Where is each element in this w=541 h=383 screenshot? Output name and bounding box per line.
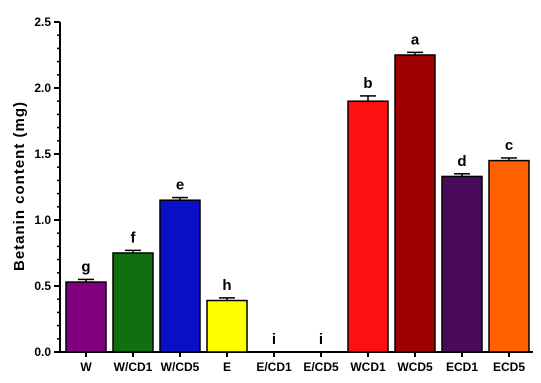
significance-label: b <box>363 75 372 92</box>
bar-ecd1 <box>441 175 483 353</box>
significance-label: h <box>222 277 231 294</box>
x-tick-label: WCD5 <box>397 360 433 374</box>
x-tick-label: W/CD1 <box>114 360 153 374</box>
y-tick-label: 1.0 <box>34 213 51 227</box>
x-axis: W W/CD1 W/CD5 E E/CD1 E/CD5 WCD1 WCD5 ECD1 ECD5 <box>60 351 533 374</box>
bar-wcd1 <box>347 100 389 353</box>
y-axis-title: Betanin content (mg) <box>11 101 28 271</box>
significance-label: e <box>176 177 184 194</box>
significance-label: i <box>319 331 323 348</box>
x-tick-label: WCD1 <box>350 360 386 374</box>
x-tick-label: ECD1 <box>446 360 478 374</box>
bar-wcd5 <box>394 54 436 353</box>
x-tick-label: W <box>80 360 92 374</box>
significance-labels: g f e h i i b a d c <box>81 31 513 348</box>
y-tick-label: 0.0 <box>34 345 51 359</box>
y-tick-label: 0.5 <box>34 279 51 293</box>
y-axis: 0.0 0.5 1.0 1.5 2.0 2.5 <box>34 15 61 359</box>
y-tick-label: 2.0 <box>34 81 51 95</box>
bar-w-cd5 <box>159 199 201 353</box>
bar-w-cd1 <box>112 252 154 353</box>
significance-label: d <box>457 153 466 170</box>
y-tick-label: 1.5 <box>34 147 51 161</box>
bar-w <box>65 281 107 353</box>
x-tick-label: ECD5 <box>493 360 525 374</box>
significance-label: f <box>131 229 137 246</box>
bars <box>65 54 530 353</box>
significance-label: a <box>411 31 420 48</box>
x-tick-label: E/CD5 <box>303 360 339 374</box>
significance-label: g <box>81 258 90 275</box>
y-tick-label: 2.5 <box>34 15 51 29</box>
x-tick-label: E/CD1 <box>256 360 292 374</box>
x-tick-label: W/CD5 <box>161 360 200 374</box>
error-bars <box>78 51 517 301</box>
significance-label: i <box>272 331 276 348</box>
bar-e <box>206 299 248 353</box>
bar-ecd5 <box>488 159 530 353</box>
significance-label: c <box>505 137 513 154</box>
x-tick-label: E <box>223 360 231 374</box>
